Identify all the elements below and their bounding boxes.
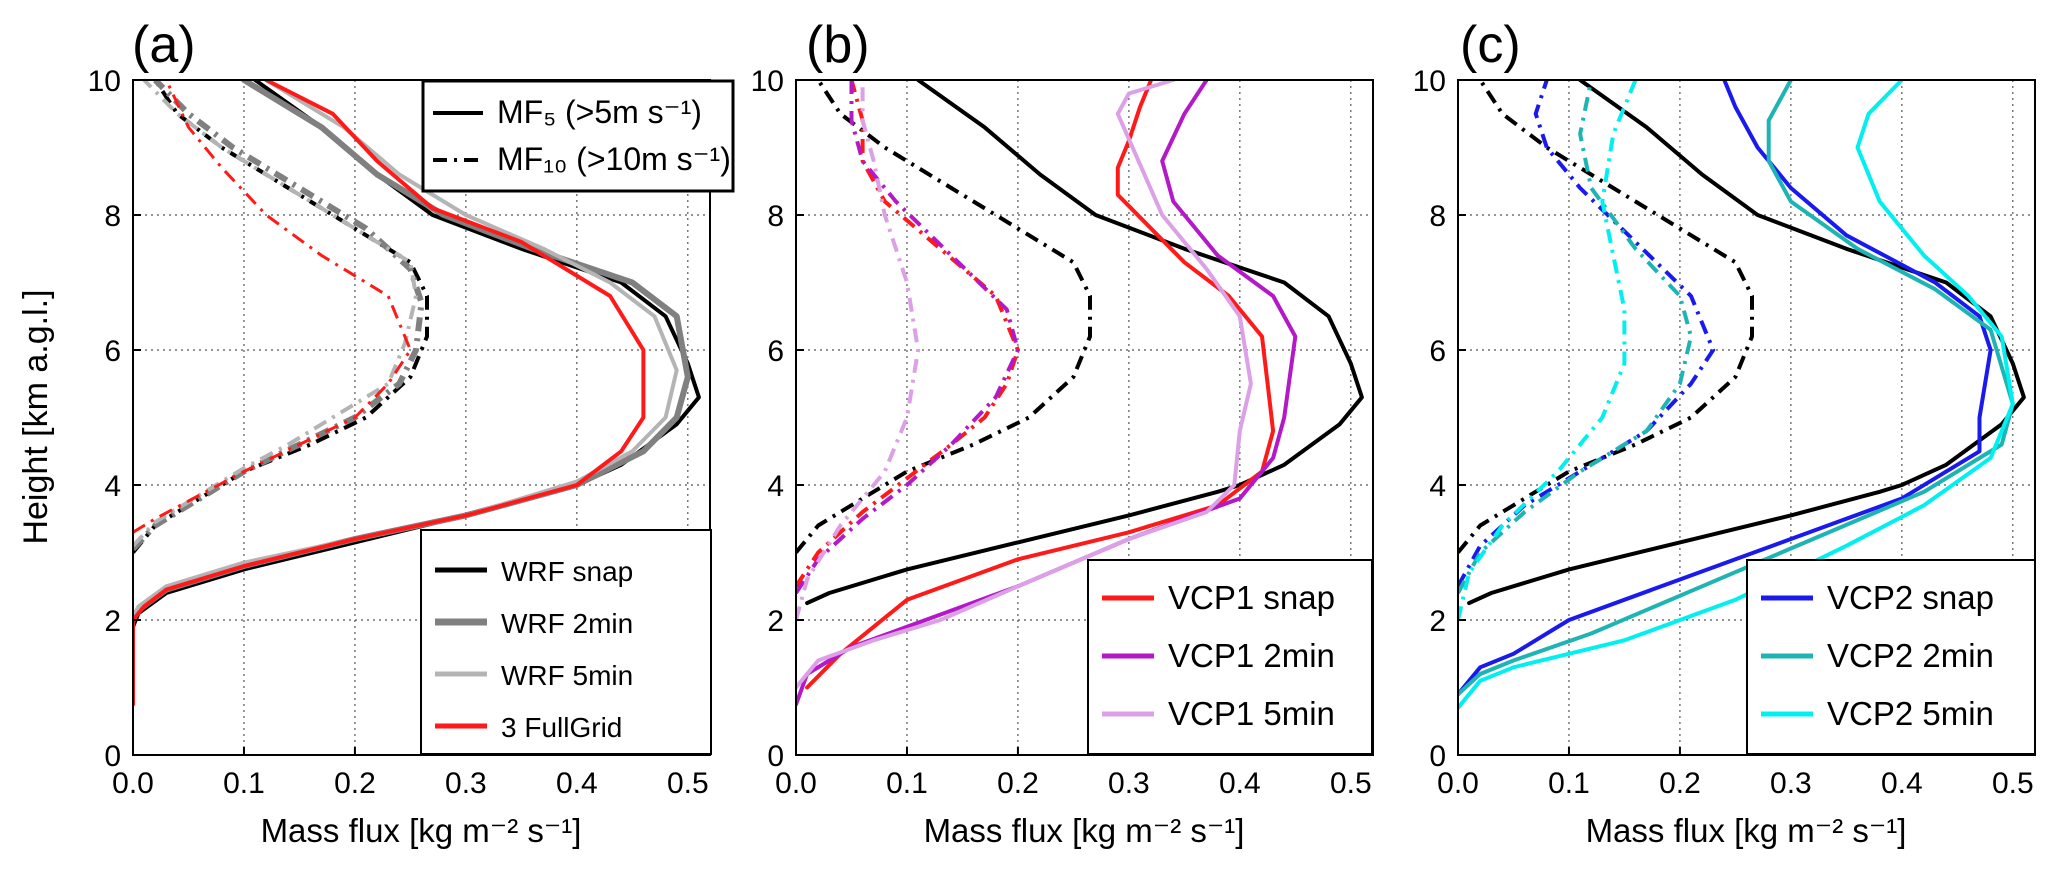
y-tick-label: 10	[751, 65, 784, 98]
y-tick-label: 0	[104, 740, 121, 773]
y-tick-label: 2	[767, 605, 784, 638]
series-group-c	[1458, 80, 2026, 710]
style-legend-label-mf10: MF₁₀ (>10m s⁻¹)	[497, 141, 731, 177]
series-line-wrf-snap-mf10	[133, 80, 429, 554]
plot-frame-b	[795, 79, 1374, 756]
y-tick-label: 10	[1413, 65, 1446, 98]
ticks-c: 0.0 0.1 0.2 0.3 0.4 0.5 0 2 4 6 8 10	[1413, 65, 2034, 800]
panel-label-a: (a)	[132, 16, 196, 74]
series-line-vcp1-5min-mf10	[796, 80, 921, 621]
y-tick-label: 8	[767, 200, 784, 233]
legend-label: VCP1 snap	[1168, 579, 1335, 616]
y-tick-label: 8	[1429, 200, 1446, 233]
x-tick-label: 0.3	[445, 767, 487, 800]
legend-label: 3 FullGrid	[501, 712, 622, 743]
series-line-vcp2-snap-mf5	[1458, 80, 1993, 697]
x-axis-label-c: Mass flux [kg m⁻² s⁻¹]	[1586, 812, 1907, 849]
legend-b: VCP1 snap VCP1 2min VCP1 5min	[1087, 559, 1373, 755]
legend-label: VCP2 5min	[1827, 695, 1994, 732]
x-tick-label: 0.1	[886, 767, 928, 800]
legend-label: WRF 2min	[501, 608, 633, 639]
x-tick-label: 0.2	[997, 767, 1039, 800]
series-line-vcp2-snap-mf10	[1458, 80, 1716, 588]
y-tick-label: 0	[767, 740, 784, 773]
x-tick-label: 0.0	[112, 767, 154, 800]
series-group-b	[796, 80, 1364, 707]
x-tick-label: 0.3	[1770, 767, 1812, 800]
y-tick-label: 6	[1429, 335, 1446, 368]
style-legend-box	[421, 79, 735, 193]
style-legend: MF₅ (>5m s⁻¹) MF₁₀ (>10m s⁻¹)	[421, 79, 735, 193]
legend-c: VCP2 snap VCP2 2min VCP2 5min	[1746, 559, 2036, 755]
series-line-wrf-5min-mf5	[133, 80, 679, 619]
series-line-wrf-snap-mf5	[133, 80, 701, 629]
series-line-vcp1-snap-mf5	[805, 80, 1276, 690]
panel-label-b: (b)	[806, 16, 870, 74]
ticks-b: 0.0 0.1 0.2 0.3 0.4 0.5 0 2 4 6 8 10	[751, 65, 1372, 800]
series-line-vcp1-2min-mf10	[796, 80, 1020, 595]
series-line-wrf-5min-mf10	[133, 80, 418, 548]
series-line-wrf-snap-mf10	[1458, 80, 1754, 554]
series-line-vcp2-2min-mf10	[1458, 80, 1693, 594]
series-line-wrf-snap-mf10	[796, 80, 1092, 554]
x-tick-label: 0.3	[1108, 767, 1150, 800]
y-tick-label: 6	[767, 335, 784, 368]
series-line-wrf-snap-mf5	[805, 80, 1364, 606]
y-tick-label: 2	[1429, 605, 1446, 638]
legend-label: VCP2 2min	[1827, 637, 1994, 674]
x-tick-label: 0.5	[1992, 767, 2034, 800]
legend-label: WRF snap	[501, 556, 633, 587]
panel-a: 0.0 0.1 0.2 0.3 0.4 0.5 0 2 4 6 8 10 (a) Mass flux …	[88, 16, 735, 849]
ticks-a: 0.0 0.1 0.2 0.3 0.4 0.5 0 2 4 6 8 10	[88, 65, 709, 800]
panel-b: 0.0 0.1 0.2 0.3 0.4 0.5 0 2 4 6 8 10 (b) Mass flux …	[751, 16, 1374, 849]
x-axis-label-a: Mass flux [kg m⁻² s⁻¹]	[261, 812, 582, 849]
x-tick-label: 0.0	[1437, 767, 1479, 800]
series-line-wrf-2min-mf10	[133, 80, 425, 552]
series-group-a	[133, 80, 701, 707]
y-tick-label: 4	[1429, 470, 1446, 503]
x-tick-label: 0.4	[556, 767, 598, 800]
grid-lines-b	[796, 80, 1373, 755]
x-axis-label-b: Mass flux [kg m⁻² s⁻¹]	[924, 812, 1245, 849]
panel-label-c: (c)	[1460, 16, 1521, 74]
series-line-vcp1-5min-mf5	[796, 80, 1253, 690]
x-tick-label: 0.5	[667, 767, 709, 800]
series-line-3-fullgrid-mf5	[133, 80, 646, 707]
panel-c: 0.0 0.1 0.2 0.3 0.4 0.5 0 2 4 6 8 10 (c) Mass flux …	[1413, 16, 2036, 849]
x-tick-label: 0.5	[1330, 767, 1372, 800]
series-line-3-fullgrid-mf10	[133, 80, 412, 534]
y-tick-label: 8	[104, 200, 121, 233]
y-tick-label: 10	[88, 65, 121, 98]
x-tick-label: 0.1	[223, 767, 265, 800]
series-line-vcp1-snap-mf10	[796, 80, 1020, 588]
y-tick-label: 0	[1429, 740, 1446, 773]
y-tick-label: 4	[767, 470, 784, 503]
y-tick-label: 2	[104, 605, 121, 638]
x-tick-label: 0.4	[1219, 767, 1261, 800]
series-line-vcp2-5min-mf5	[1458, 80, 2015, 710]
y-tick-label: 6	[104, 335, 121, 368]
x-tick-label: 0.2	[334, 767, 376, 800]
y-axis-label: Height [km a.g.l.]	[17, 289, 55, 544]
legend-label: VCP1 2min	[1168, 637, 1335, 674]
x-tick-label: 0.4	[1881, 767, 1923, 800]
style-legend-label-mf5: MF₅ (>5m s⁻¹)	[497, 94, 702, 130]
legend-label: WRF 5min	[501, 660, 633, 691]
x-tick-label: 0.1	[1548, 767, 1590, 800]
x-tick-label: 0.0	[775, 767, 817, 800]
legend-box	[420, 529, 712, 755]
legend-label: VCP1 5min	[1168, 695, 1335, 732]
y-tick-label: 4	[104, 470, 121, 503]
x-tick-label: 0.2	[1659, 767, 1701, 800]
legend-label: VCP2 snap	[1827, 579, 1994, 616]
series-line-vcp2-2min-mf5	[1458, 80, 2015, 697]
legend-a: WRF snap WRF 2min WRF 5min 3 FullGrid	[420, 529, 712, 755]
series-line-wrf-snap-mf5	[1467, 80, 2026, 606]
series-line-vcp2-5min-mf10	[1458, 80, 1638, 621]
